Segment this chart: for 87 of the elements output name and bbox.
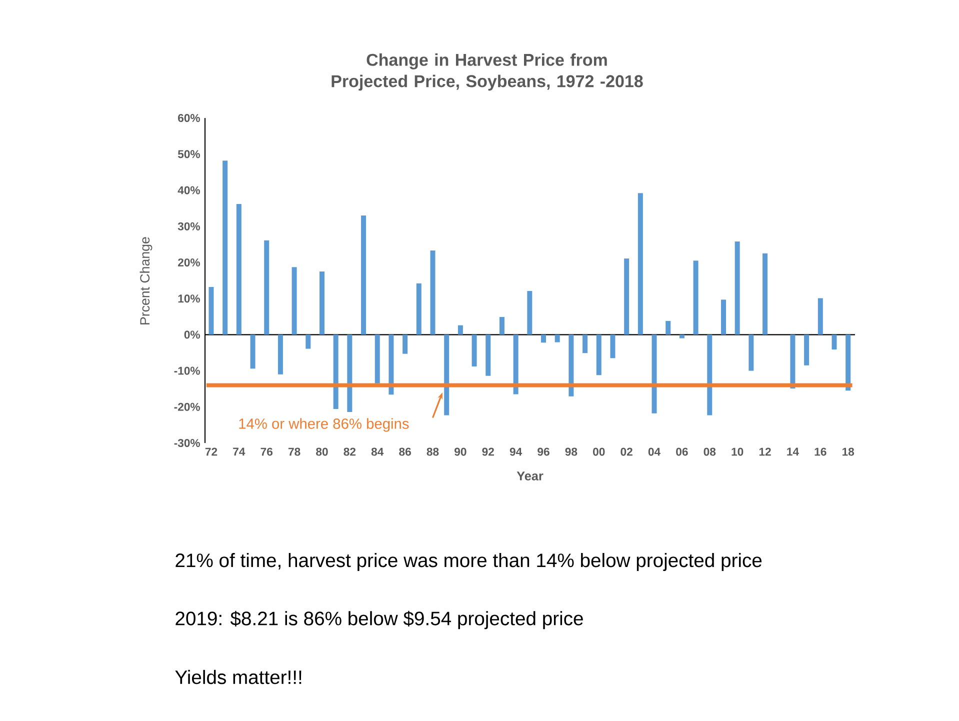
bar [472, 334, 477, 366]
x-tick-label: 96 [538, 448, 550, 456]
bar [430, 250, 436, 335]
bar [596, 334, 602, 376]
bar [666, 320, 671, 335]
x-tick-label: 04 [648, 448, 661, 456]
y-tick-label: -10% [174, 366, 200, 375]
y-tick-label: -20% [174, 402, 200, 411]
bar [499, 316, 504, 335]
x-tick-label: 14 [787, 448, 799, 456]
bar [707, 334, 712, 416]
bar [804, 334, 810, 366]
y-axis-title: Prcent Change [140, 237, 152, 324]
bar [306, 334, 311, 349]
x-tick-label: 98 [565, 448, 578, 456]
bar [541, 334, 546, 343]
bar [610, 334, 616, 358]
bar [582, 334, 588, 354]
bar [624, 258, 630, 335]
x-tick-label: 90 [454, 448, 466, 456]
x-tick-label: 94 [510, 448, 522, 456]
bar [374, 334, 380, 384]
chart-title: Change in Harvest Price from Projected Price, Soybeans, 1972 -2018 [332, 53, 643, 91]
text: 21% of time, harvest price was more than 14% below projected price [176, 552, 762, 572]
y-tick-label: 60% [178, 114, 200, 122]
bar [513, 334, 518, 394]
y-tick-label: 20% [178, 258, 200, 266]
bar [250, 334, 256, 369]
bar [818, 298, 823, 335]
x-tick-label: 78 [288, 448, 300, 456]
y-tick-label: 40% [178, 186, 200, 194]
bar [264, 240, 270, 335]
x-tick-label: 06 [676, 448, 688, 456]
bar [347, 334, 352, 412]
bar [333, 334, 338, 410]
bar [748, 334, 754, 371]
bar [568, 334, 574, 396]
bar [652, 334, 657, 414]
y-tick-label: 10% [178, 294, 200, 303]
bar [208, 287, 214, 335]
y-tick-label: 30% [178, 222, 200, 230]
text: 2019: $8.21 is 86% below $9.54 projected price [176, 610, 583, 630]
bar [554, 334, 560, 342]
y-tick-label: -30% [174, 438, 200, 448]
bar [222, 160, 228, 335]
x-tick-label: 12 [759, 448, 771, 456]
bar [278, 334, 283, 374]
x-tick-label: 16 [814, 448, 826, 456]
bar [693, 260, 698, 335]
x-tick-label: 72 [205, 448, 218, 456]
bar [832, 334, 837, 350]
bar [388, 334, 394, 395]
bar [486, 334, 491, 376]
bar [458, 325, 463, 335]
y-tick-label: 0% [184, 330, 200, 339]
x-tick-label: 74 [233, 448, 246, 456]
bar [762, 253, 768, 335]
x-tick-label: 00 [593, 448, 605, 456]
x-tick-label: 86 [399, 448, 411, 456]
bar [444, 334, 450, 416]
bar [402, 334, 408, 354]
bar [679, 334, 684, 338]
bar [416, 283, 422, 335]
x-tick-label: 92 [482, 448, 494, 456]
x-tick-label: 88 [426, 448, 439, 456]
bar [319, 271, 324, 335]
x-tick-label: 84 [371, 448, 384, 456]
x-tick-label: 80 [316, 448, 328, 456]
x-tick-label: 18 [842, 448, 854, 456]
bar [236, 204, 242, 335]
bar [790, 334, 796, 388]
x-tick-label: 08 [704, 448, 716, 456]
x-tick-label: 82 [344, 448, 356, 456]
ref-line-label: 14% or where 86% begins [239, 418, 409, 432]
text: Yields matter!!! [175, 670, 302, 684]
x-tick-label: 76 [260, 448, 273, 456]
bar [527, 290, 532, 335]
x-axis-title: Year [516, 472, 544, 480]
bar [734, 242, 740, 335]
bar [846, 334, 851, 391]
bar [720, 300, 726, 335]
bar [292, 267, 297, 335]
x-tick-label: 10 [732, 448, 744, 456]
bar [361, 216, 366, 335]
bar [638, 193, 643, 335]
x-tick-label: 02 [620, 448, 632, 456]
y-tick-label: 50% [178, 150, 200, 158]
